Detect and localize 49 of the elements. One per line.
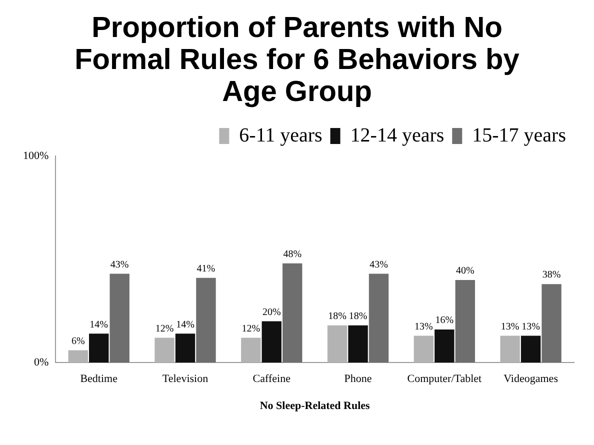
bar xyxy=(110,274,130,363)
data-label: 12% xyxy=(155,323,174,334)
y-tick-label: 100% xyxy=(22,150,49,162)
x-tick-label: Computer/Tablet xyxy=(407,373,482,386)
bar xyxy=(68,350,88,363)
data-label: 20% xyxy=(262,306,281,318)
bar xyxy=(327,325,348,363)
bar xyxy=(455,280,475,363)
data-label: 13% xyxy=(500,321,520,332)
data-label: 40% xyxy=(456,266,474,277)
bar xyxy=(282,263,302,363)
legend-label: 6-11 years xyxy=(239,124,322,146)
legend-label: 12-14 years xyxy=(350,124,444,146)
x-tick-label: Phone xyxy=(344,373,372,386)
bar xyxy=(520,336,541,363)
data-label: 14% xyxy=(176,319,194,330)
bar xyxy=(500,336,520,363)
bar xyxy=(262,321,282,363)
bar xyxy=(175,334,196,363)
chart-title: Proportion of Parents with No Formal Rules for 6 Behaviors by Age Group xyxy=(74,12,520,108)
bar xyxy=(434,330,454,363)
data-label: 14% xyxy=(90,319,108,330)
legend-label: 15-17 years xyxy=(472,124,566,146)
data-label: 43% xyxy=(370,259,388,270)
bar xyxy=(542,284,562,363)
bar xyxy=(368,274,389,363)
data-label: 48% xyxy=(283,249,302,260)
data-label: 13% xyxy=(414,321,433,332)
data-label: 16% xyxy=(435,315,454,326)
y-tick-label: 0% xyxy=(34,356,49,368)
bar xyxy=(154,338,174,363)
data-label: 12% xyxy=(242,323,260,334)
data-label: 18% xyxy=(348,311,368,322)
bar xyxy=(414,336,434,363)
x-tick-label: Videogames xyxy=(504,373,558,386)
bar xyxy=(89,334,109,363)
x-axis-title: No Sleep-Related Rules xyxy=(260,400,371,412)
data-label: 43% xyxy=(110,259,129,270)
x-tick-label: Television xyxy=(162,373,209,386)
data-label: 41% xyxy=(196,264,216,275)
x-tick-label: Caffeine xyxy=(252,373,291,386)
bar xyxy=(196,278,216,363)
data-label: 38% xyxy=(542,270,561,281)
data-label: 6% xyxy=(71,336,85,347)
data-label: 18% xyxy=(328,311,346,322)
data-label: 13% xyxy=(522,321,540,332)
bar xyxy=(348,325,368,363)
x-tick-label: Bedtime xyxy=(80,373,118,386)
bar xyxy=(241,338,261,363)
